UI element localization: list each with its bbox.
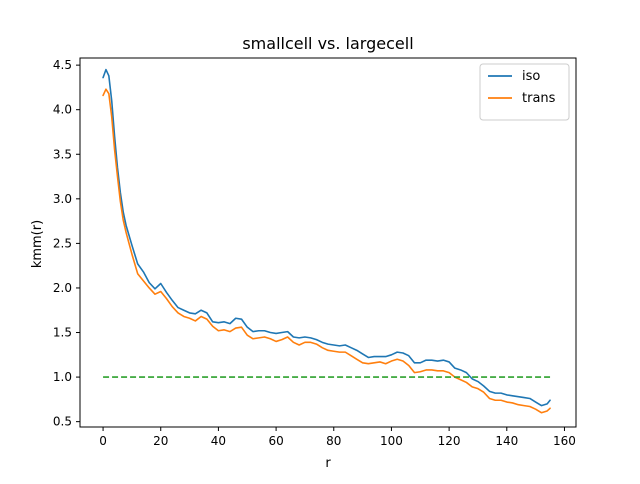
- x-tick-label: 160: [553, 434, 576, 448]
- y-tick-label: 3.5: [53, 147, 72, 161]
- y-tick-label: 0.5: [53, 415, 72, 429]
- series-line-trans: [102, 88, 551, 414]
- x-axis-label: r: [325, 456, 331, 471]
- x-tick-label: 40: [211, 434, 226, 448]
- legend-label-iso: iso: [522, 69, 540, 84]
- x-tick-label: 20: [153, 434, 168, 448]
- y-tick-label: 4.0: [53, 103, 72, 117]
- y-tick-label: 1.0: [53, 370, 72, 384]
- y-tick-label: 4.5: [53, 58, 72, 72]
- x-tick-label: 120: [438, 434, 461, 448]
- x-tick-label: 100: [380, 434, 403, 448]
- y-axis-label: kmm(r): [30, 220, 45, 268]
- axes-frame: [79, 57, 577, 428]
- legend: iso trans: [479, 63, 570, 121]
- plot-area: 0 20 40 60 80 100 120 140 160 0.5 1.0 1.5 2.0 2.5 3.0 3…: [53, 57, 577, 448]
- y-tick-label: 2.0: [53, 281, 72, 295]
- y-tick-label: 2.5: [53, 236, 72, 250]
- x-tick-label: 0: [99, 434, 107, 448]
- x-tick-label: 140: [495, 434, 518, 448]
- y-tick-label: 3.0: [53, 192, 72, 206]
- legend-box: [479, 63, 570, 121]
- y-tick-label: 1.5: [53, 326, 72, 340]
- chart-title: smallcell vs. largecell: [242, 34, 413, 53]
- legend-label-trans: trans: [522, 91, 556, 106]
- series-line-iso: [102, 68, 551, 407]
- x-tick-label: 60: [268, 434, 283, 448]
- x-tick-label: 80: [326, 434, 341, 448]
